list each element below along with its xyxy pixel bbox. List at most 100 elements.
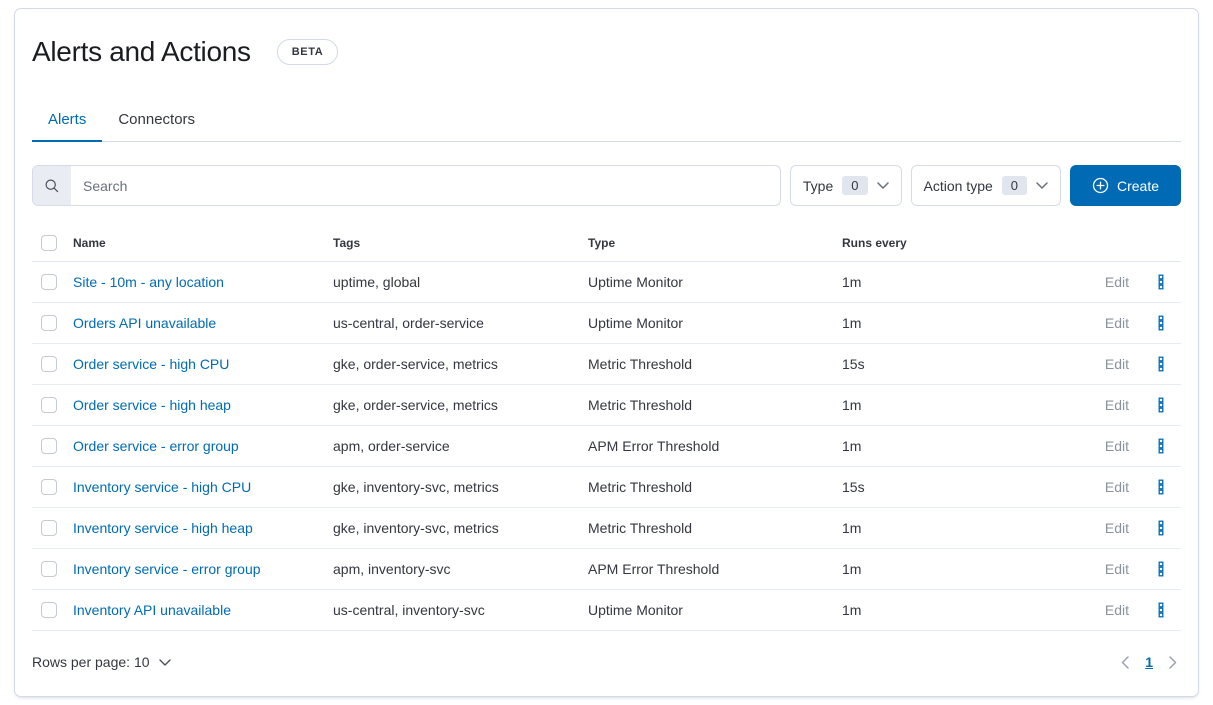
row-actions-menu-button[interactable] <box>1141 520 1181 536</box>
table-row: Order service - error group apm, order-s… <box>32 426 1181 467</box>
boxes-vertical-icon <box>1153 479 1169 495</box>
plus-in-circle-icon <box>1092 177 1109 194</box>
table-header-row: Name Tags Type Runs every <box>32 224 1181 262</box>
alert-tags: uptime, global <box>333 274 421 290</box>
alert-name-link[interactable]: Order service - high CPU <box>73 356 230 372</box>
table-row: Site - 10m - any location uptime, global… <box>32 262 1181 303</box>
pagination: 1 <box>1121 654 1181 670</box>
boxes-vertical-icon <box>1153 561 1169 577</box>
row-checkbox[interactable] <box>41 315 57 331</box>
boxes-vertical-icon <box>1153 356 1169 372</box>
row-checkbox[interactable] <box>41 356 57 372</box>
alert-runs-every: 1m <box>842 520 862 536</box>
boxes-vertical-icon <box>1153 438 1169 454</box>
edit-link[interactable]: Edit <box>1104 438 1129 454</box>
column-header-type: Type <box>588 235 616 250</box>
row-checkbox[interactable] <box>41 561 57 577</box>
alert-type: Metric Threshold <box>588 397 693 413</box>
row-actions-menu-button[interactable] <box>1141 438 1181 454</box>
alert-type: APM Error Threshold <box>588 438 720 454</box>
rows-per-page-label: Rows per page: 10 <box>32 654 150 670</box>
row-actions-menu-button[interactable] <box>1141 602 1181 618</box>
row-checkbox[interactable] <box>41 438 57 454</box>
create-button[interactable]: Create <box>1070 165 1181 206</box>
alert-type: Uptime Monitor <box>588 315 683 331</box>
alert-tags: gke, inventory-svc, metrics <box>333 520 499 536</box>
page-title: Alerts and Actions <box>32 36 251 67</box>
table-row: Order service - high heap gke, order-ser… <box>32 385 1181 426</box>
alert-type: APM Error Threshold <box>588 561 720 577</box>
row-checkbox[interactable] <box>41 274 57 290</box>
alert-name-link[interactable]: Orders API unavailable <box>73 315 217 331</box>
edit-link[interactable]: Edit <box>1104 315 1129 331</box>
tab-connectors[interactable]: Connectors <box>118 111 196 128</box>
alerts-table: Name Tags Type Runs every Site - 10m - a… <box>32 224 1181 631</box>
edit-link[interactable]: Edit <box>1104 602 1129 618</box>
edit-link[interactable]: Edit <box>1104 397 1129 413</box>
alert-name-link[interactable]: Inventory service - high heap <box>73 520 253 536</box>
table-row: Inventory service - high heap gke, inven… <box>32 508 1181 549</box>
row-checkbox[interactable] <box>41 520 57 536</box>
search-input[interactable] <box>71 166 780 205</box>
row-actions-menu-button[interactable] <box>1141 397 1181 413</box>
action-type-filter-label: Action type <box>923 177 993 194</box>
edit-link[interactable]: Edit <box>1104 274 1129 290</box>
row-checkbox[interactable] <box>41 479 57 495</box>
alert-runs-every: 1m <box>842 561 862 577</box>
alert-runs-every: 15s <box>842 356 865 372</box>
edit-link[interactable]: Edit <box>1104 479 1129 495</box>
select-all-checkbox[interactable] <box>41 234 57 251</box>
row-actions-menu-button[interactable] <box>1141 315 1181 331</box>
alert-tags: gke, inventory-svc, metrics <box>333 479 499 495</box>
column-header-name: Name <box>73 235 106 250</box>
beta-badge: BETA <box>276 39 339 65</box>
alert-tags: apm, inventory-svc <box>333 561 451 577</box>
boxes-vertical-icon <box>1153 602 1169 618</box>
rows-per-page-selector[interactable]: Rows per page: 10 <box>32 654 171 670</box>
boxes-vertical-icon <box>1153 274 1169 290</box>
alert-name-link[interactable]: Order service - high heap <box>73 397 231 413</box>
chevron-down-icon <box>876 182 889 189</box>
alert-type: Metric Threshold <box>588 356 693 372</box>
alert-name-link[interactable]: Site - 10m - any location <box>73 274 224 290</box>
boxes-vertical-icon <box>1153 315 1169 331</box>
edit-link[interactable]: Edit <box>1104 520 1129 536</box>
alert-runs-every: 1m <box>842 397 862 413</box>
type-filter-count-badge: 0 <box>842 176 868 195</box>
row-checkbox[interactable] <box>41 397 57 413</box>
alert-name-link[interactable]: Inventory service - high CPU <box>73 479 252 495</box>
alert-runs-every: 1m <box>842 315 862 331</box>
search-icon <box>33 166 71 205</box>
alert-runs-every: 1m <box>842 274 862 290</box>
alert-tags: gke, order-service, metrics <box>333 356 498 372</box>
type-filter-label: Type <box>802 177 834 194</box>
alert-type: Metric Threshold <box>588 520 693 536</box>
alert-tags: gke, order-service, metrics <box>333 397 498 413</box>
action-type-filter-button[interactable]: Action type 0 <box>910 165 1061 206</box>
row-actions-menu-button[interactable] <box>1141 274 1181 290</box>
row-actions-menu-button[interactable] <box>1141 479 1181 495</box>
table-body: Site - 10m - any location uptime, global… <box>32 262 1181 631</box>
boxes-vertical-icon <box>1153 397 1169 413</box>
edit-link[interactable]: Edit <box>1104 561 1129 577</box>
type-filter-button[interactable]: Type 0 <box>789 165 902 206</box>
alert-runs-every: 1m <box>842 438 862 454</box>
alert-name-link[interactable]: Inventory API unavailable <box>73 602 231 618</box>
table-row: Inventory service - error group apm, inv… <box>32 549 1181 590</box>
tab-alerts[interactable]: Alerts <box>32 100 103 142</box>
previous-page-icon[interactable] <box>1121 655 1129 669</box>
table-row: Inventory API unavailable us-central, in… <box>32 590 1181 631</box>
page-number-1[interactable]: 1 <box>1145 654 1153 670</box>
row-actions-menu-button[interactable] <box>1141 356 1181 372</box>
alert-name-link[interactable]: Inventory service - error group <box>73 561 261 577</box>
table-footer: Rows per page: 10 1 <box>32 644 1181 680</box>
page-header: Alerts and Actions BETA <box>32 34 1181 70</box>
row-actions-menu-button[interactable] <box>1141 561 1181 577</box>
chevron-down-icon <box>1036 182 1048 189</box>
table-row: Orders API unavailable us-central, order… <box>32 303 1181 344</box>
next-page-icon[interactable] <box>1169 655 1177 669</box>
edit-link[interactable]: Edit <box>1104 356 1129 372</box>
alert-name-link[interactable]: Order service - error group <box>73 438 239 454</box>
alert-runs-every: 15s <box>842 479 865 495</box>
row-checkbox[interactable] <box>41 602 57 618</box>
